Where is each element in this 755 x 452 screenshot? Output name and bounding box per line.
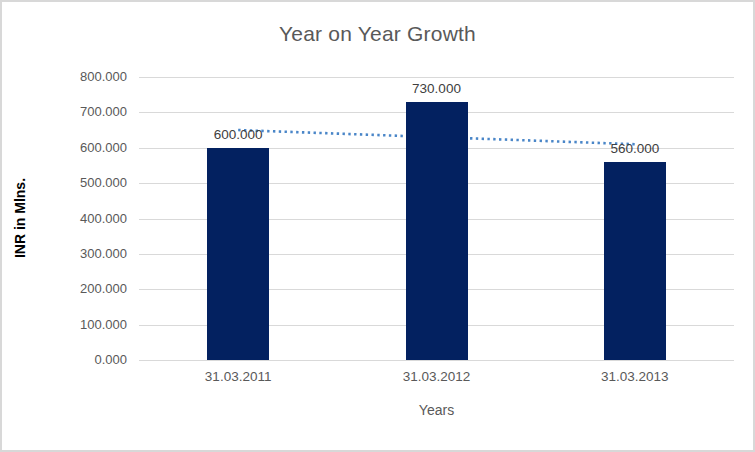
bar-31.03.2013[interactable] (604, 162, 666, 360)
bar-31.03.2012[interactable] (406, 102, 468, 360)
y-tick-label: 300.000 (32, 246, 127, 261)
y-tick-label: 600.000 (32, 140, 127, 155)
x-tick-label: 31.03.2012 (367, 369, 507, 384)
data-label: 560.000 (565, 141, 705, 156)
x-axis-title: Years (139, 402, 734, 418)
x-tick-label: 31.03.2013 (565, 369, 705, 384)
chart-title: Year on Year Growth (2, 22, 753, 46)
y-tick-label: 400.000 (32, 211, 127, 226)
bar-31.03.2011[interactable] (207, 148, 269, 360)
y-tick-label: 100.000 (32, 317, 127, 332)
y-tick-label: 800.000 (32, 69, 127, 84)
plot-area (139, 77, 734, 361)
y-axis-title: INR in Mlns. (12, 138, 28, 298)
y-tick-label: 700.000 (32, 104, 127, 119)
y-tick-label: 500.000 (32, 175, 127, 190)
chart: Year on Year Growth INR in Mlns. 0.000 10… (0, 0, 755, 452)
data-label: 600.000 (168, 127, 308, 142)
x-tick-label: 31.03.2011 (168, 369, 308, 384)
y-tick-label: 200.000 (32, 281, 127, 296)
y-tick-label: 0.000 (32, 352, 127, 367)
data-label: 730.000 (367, 81, 507, 96)
